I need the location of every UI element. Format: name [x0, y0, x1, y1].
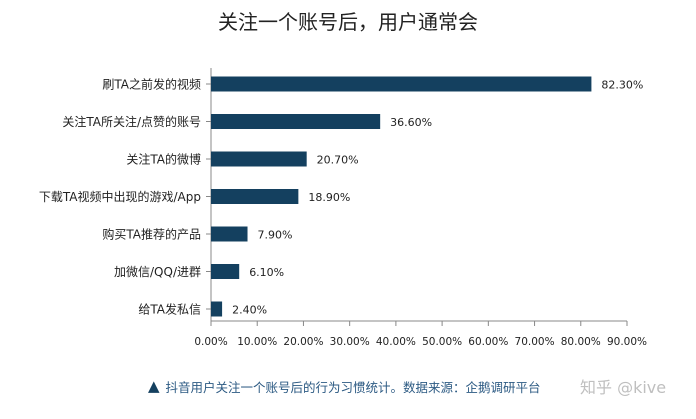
value-label: 18.90% — [308, 191, 350, 204]
caption: ▲ 抖音用户关注一个账号后的行为习惯统计。数据来源：企鹅调研平台 — [148, 377, 541, 396]
value-label: 20.70% — [317, 154, 359, 167]
value-label: 7.90% — [258, 229, 293, 242]
category-label: 关注TA所关注/点赞的账号 — [62, 114, 201, 129]
value-label: 2.40% — [232, 304, 267, 317]
category-label: 关注TA的微博 — [126, 152, 201, 167]
value-label: 82.30% — [601, 79, 643, 92]
x-tick-label: 0.00% — [194, 336, 227, 348]
x-tick-label: 90.00% — [607, 336, 647, 348]
bar — [211, 226, 248, 242]
category-label: 购买TA推荐的产品 — [102, 227, 201, 242]
bar — [211, 301, 223, 317]
x-tick-label: 60.00% — [468, 336, 508, 348]
bar — [211, 151, 307, 167]
bar — [211, 76, 592, 92]
chart-title: 关注一个账号后，用户通常会 — [218, 10, 478, 34]
triangle-up-icon: ▲ — [148, 377, 160, 395]
bar — [211, 114, 381, 129]
x-tick-label: 70.00% — [515, 336, 555, 348]
x-tick-label: 10.00% — [237, 336, 277, 348]
x-tick-label: 50.00% — [422, 336, 462, 348]
bar — [211, 264, 240, 279]
category-label: 下载TA视频中出现的游戏/App — [39, 189, 201, 204]
category-label: 给TA发私信 — [138, 302, 201, 317]
x-tick-label: 20.00% — [283, 336, 323, 348]
category-label: 加微信/QQ/进群 — [114, 265, 201, 279]
x-tick-label: 40.00% — [376, 336, 416, 348]
category-label: 刷TA之前发的视频 — [102, 77, 201, 92]
x-tick-label: 80.00% — [561, 336, 601, 348]
watermark: 知乎 @kive — [580, 378, 667, 397]
value-label: 6.10% — [249, 266, 284, 279]
caption-text: 抖音用户关注一个账号后的行为习惯统计。数据来源：企鹅调研平台 — [165, 380, 541, 395]
x-tick-label: 30.00% — [330, 336, 370, 348]
value-label: 36.60% — [390, 116, 432, 129]
bar — [211, 189, 299, 204]
